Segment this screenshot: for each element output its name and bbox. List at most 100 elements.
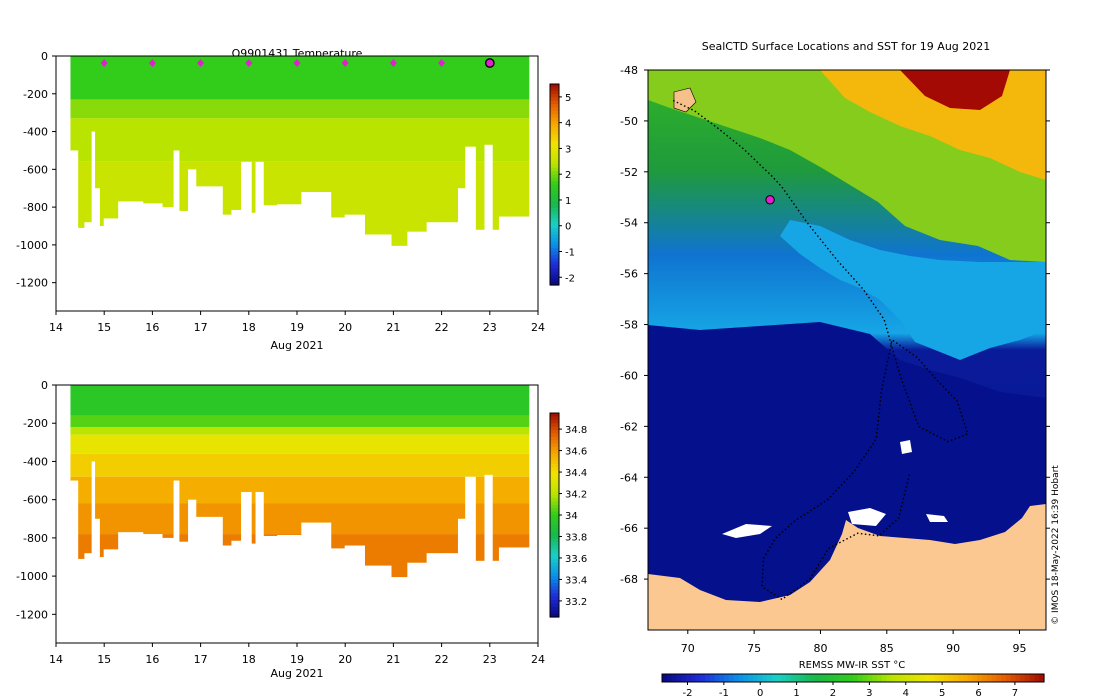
- section-gap: [178, 541, 190, 643]
- sst-warm-patch-red: [900, 70, 1010, 110]
- section-gap: [262, 205, 279, 311]
- colorbar-cell: [743, 674, 749, 682]
- map-colorbar-label: REMSS MW-IR SST °C: [799, 660, 906, 671]
- lon-tick-label: 70: [681, 642, 695, 655]
- profile-marker: [389, 59, 397, 67]
- seal-track: [672, 99, 969, 601]
- colorbar-cell: [550, 613, 559, 618]
- x-tick-label: 19: [290, 653, 304, 666]
- colorbar-cell: [550, 457, 559, 462]
- colorbar-cell: [550, 498, 559, 502]
- x-tick-label: 15: [97, 321, 111, 334]
- section-gap: [91, 131, 96, 311]
- colorbar-cell: [550, 184, 559, 189]
- x-tick-label: 23: [483, 653, 497, 666]
- colorbar-cell: [1020, 674, 1026, 682]
- colorbar-cell: [550, 211, 559, 216]
- colorbar-cell: [550, 576, 559, 581]
- colorbar-cell: [550, 467, 559, 472]
- colorbar-cell: [728, 674, 735, 682]
- colorbar-cell: [550, 508, 559, 513]
- colorbar-cell: [550, 433, 559, 438]
- colorbar-cell: [550, 218, 559, 222]
- colorbar-cell: [550, 191, 559, 196]
- section-gap: [426, 553, 447, 643]
- colorbar-cell: [724, 674, 730, 682]
- colorbar-cell: [714, 674, 720, 682]
- colorbar-cell: [550, 194, 559, 199]
- colorbar-cell: [550, 177, 559, 182]
- colorbar-cell: [550, 487, 559, 492]
- colorbar-cell: [550, 161, 559, 165]
- section-gap: [250, 543, 257, 643]
- y-tick-label: -1200: [16, 277, 48, 290]
- profile-marker: [293, 59, 301, 67]
- section-layer: [70, 434, 530, 454]
- colorbar-cell: [550, 515, 559, 519]
- colorbar-tick-label: 0: [757, 688, 763, 699]
- temperature-panel: Q9901431 Temperature 0-200-400-600-800-1…: [16, 47, 575, 352]
- y-tick-label: 0: [41, 379, 48, 392]
- section-gap: [103, 549, 120, 643]
- colorbar-cell: [550, 120, 559, 125]
- section-gap: [484, 474, 493, 643]
- colorbar-cell: [996, 674, 1002, 682]
- section-gap: [77, 227, 86, 311]
- colorbar-cell: [550, 248, 559, 253]
- colorbar-tick-label: 4: [903, 688, 909, 699]
- section-gap: [407, 562, 428, 643]
- y-tick-label: -1200: [16, 608, 48, 621]
- colorbar-cell: [550, 549, 559, 553]
- map-longitude-axis: 70 75 80 85 90 95: [681, 630, 1026, 655]
- lat-tick-label: -64: [620, 471, 638, 484]
- colorbar-cell: [550, 274, 559, 279]
- map-title: SealCTD Surface Locations and SST for 19…: [702, 40, 991, 53]
- colorbar-cell: [910, 674, 916, 682]
- colorbar-cell: [550, 94, 559, 98]
- colorbar-tick-label: 33.2: [565, 597, 587, 608]
- colorbar-cell: [972, 674, 978, 682]
- section-gap: [484, 144, 493, 311]
- x-tick-label: 14: [49, 321, 63, 334]
- y-tick-label: -200: [23, 417, 48, 430]
- colorbar-cell: [550, 494, 559, 499]
- lon-tick-label: 95: [1012, 642, 1026, 655]
- colorbar-tick-label: 5: [939, 688, 945, 699]
- colorbar-cell: [550, 460, 559, 465]
- colorbar-tick-label: 33.6: [565, 554, 587, 565]
- colorbar-cell: [550, 228, 559, 232]
- colorbar-tick-label: 1: [565, 196, 571, 207]
- map-frame: [647, 69, 1047, 631]
- colorbar-cell: [550, 559, 559, 564]
- colorbar-cell: [948, 674, 954, 682]
- colorbar-cell: [550, 110, 559, 115]
- colorbar-cell: [550, 278, 559, 283]
- colorbar-cell: [550, 130, 559, 135]
- colorbar-cell: [550, 127, 559, 132]
- y-tick-label: -200: [23, 88, 48, 101]
- colorbar-tick-label: 6: [975, 688, 981, 699]
- section-gap: [457, 188, 467, 311]
- section-gap: [363, 565, 392, 643]
- colorbar-cell: [550, 151, 559, 155]
- salinity-panel: 0 -200 -400 -600 -800 -1000 -1200 14 15 16 17 18 19…: [16, 379, 587, 680]
- colorbar-cell: [550, 603, 559, 608]
- colorbar-cell: [550, 555, 559, 560]
- colorbar-cell: [550, 535, 559, 540]
- colorbar-cell: [550, 157, 559, 162]
- y-tick-label: -1000: [16, 570, 48, 583]
- lat-tick-label: -52: [620, 166, 638, 179]
- salinity-data-gaps: [69, 461, 530, 643]
- colorbar-cell: [867, 674, 873, 682]
- colorbar-cell: [550, 251, 559, 256]
- x-tick-label: 24: [531, 653, 545, 666]
- colorbar-cell: [550, 521, 559, 526]
- colorbar-tick-label: -1: [719, 688, 729, 699]
- colorbar-cell: [943, 674, 950, 682]
- colorbar-cell: [550, 453, 559, 458]
- colorbar-cell: [550, 450, 559, 455]
- colorbar-cell: [550, 501, 559, 506]
- colorbar-cell: [550, 606, 559, 611]
- colorbar-cell: [550, 264, 559, 269]
